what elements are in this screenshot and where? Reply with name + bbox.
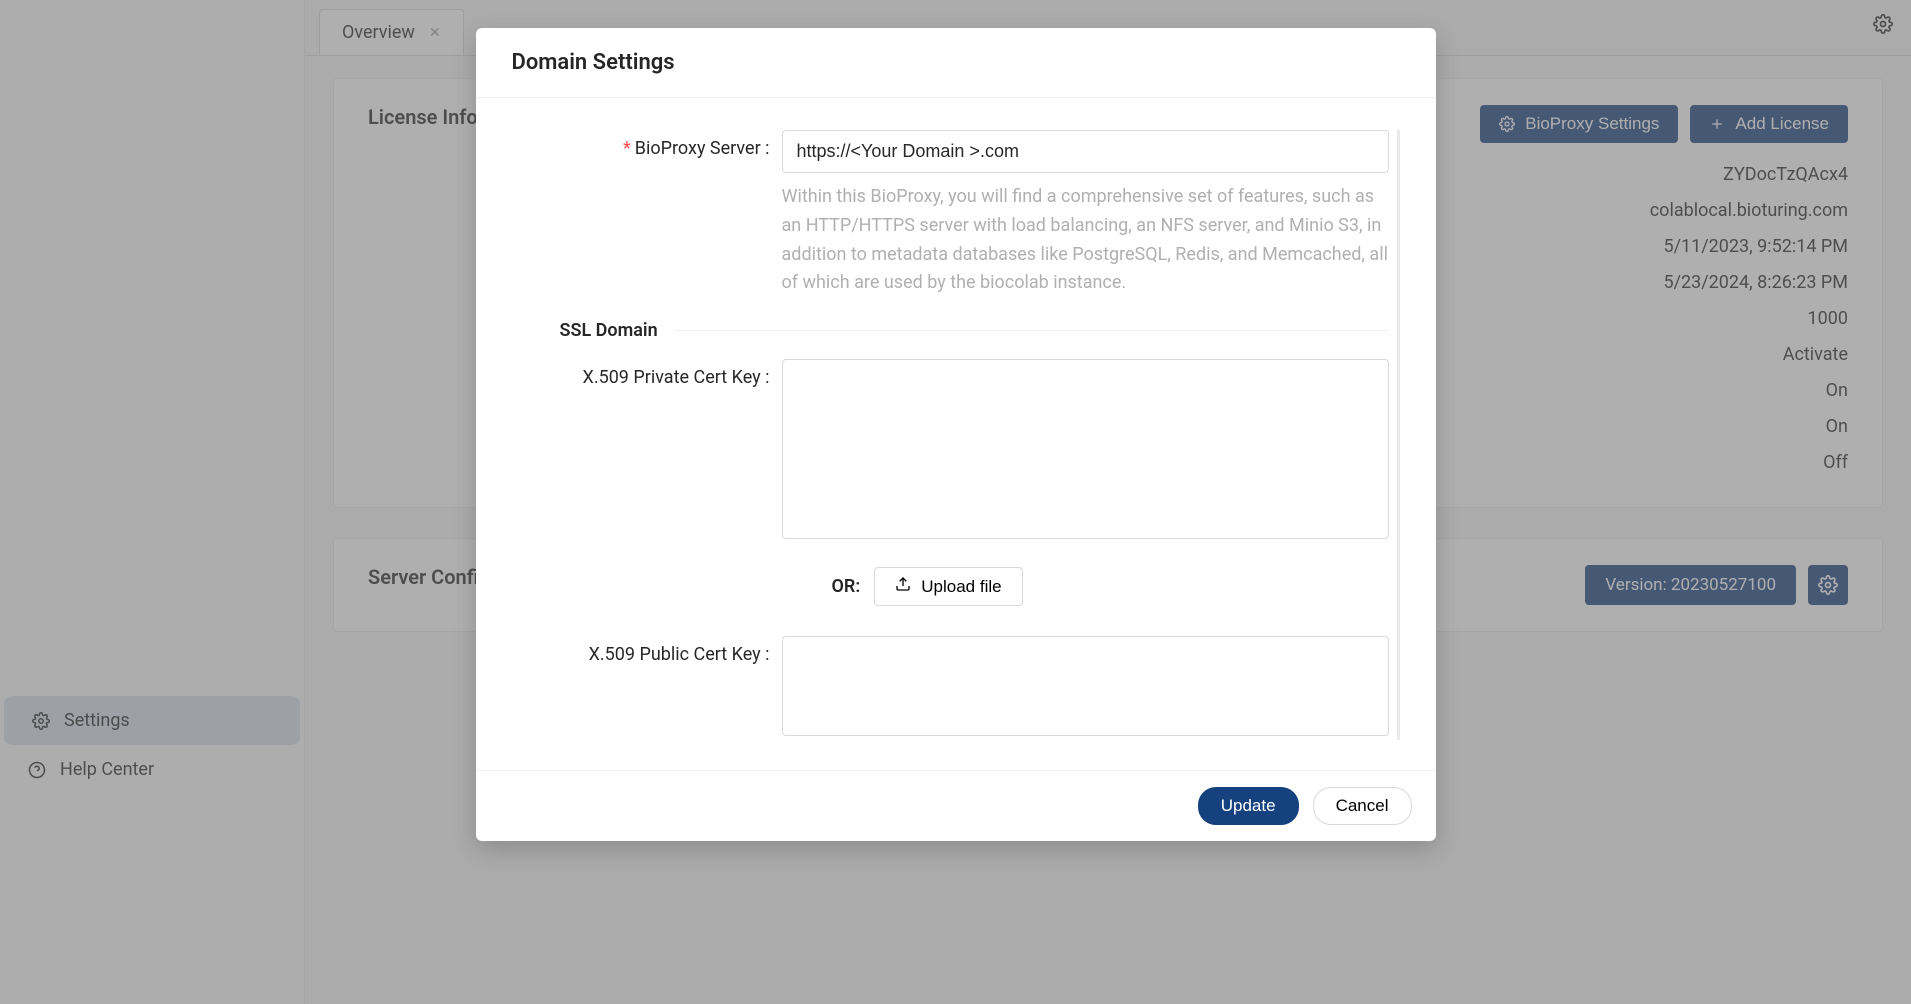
private-cert-row: X.509 Private Cert Key : OR: Upload file: [512, 359, 1389, 626]
label-colon: :: [761, 138, 770, 159]
label-text: X.509 Private Cert Key: [583, 367, 761, 388]
ssl-domain-label: SSL Domain: [560, 320, 674, 341]
or-label: OR:: [832, 576, 861, 597]
private-cert-or-row: OR: Upload file: [782, 567, 1389, 606]
label-colon: :: [761, 644, 770, 665]
modal-body: *BioProxy Server : Within this BioProxy,…: [476, 98, 1436, 770]
bioproxy-server-label: *BioProxy Server :: [512, 130, 782, 298]
button-label: Cancel: [1336, 796, 1389, 816]
private-cert-textarea[interactable]: [782, 359, 1389, 539]
public-cert-textarea[interactable]: [782, 636, 1389, 736]
modal-footer: Update Cancel: [476, 770, 1436, 841]
bioproxy-server-input[interactable]: [782, 130, 1389, 173]
label-text: X.509 Public Cert Key: [589, 644, 761, 665]
label-colon: :: [761, 367, 770, 388]
public-cert-label: X.509 Public Cert Key :: [512, 636, 782, 740]
upload-private-cert-button[interactable]: Upload file: [874, 567, 1022, 606]
cancel-button[interactable]: Cancel: [1313, 787, 1412, 825]
upload-icon: [895, 576, 911, 597]
modal-title: Domain Settings: [476, 28, 1436, 98]
label-text: BioProxy Server: [635, 138, 761, 159]
private-cert-label: X.509 Private Cert Key :: [512, 359, 782, 626]
public-cert-row: X.509 Public Cert Key :: [512, 636, 1389, 740]
divider-line: [674, 330, 1389, 331]
domain-settings-modal: Domain Settings *BioProxy Server : Withi…: [476, 28, 1436, 841]
button-label: Upload file: [921, 577, 1001, 597]
button-label: Update: [1221, 796, 1276, 816]
bioproxy-help-text: Within this BioProxy, you will find a co…: [782, 183, 1389, 298]
bioproxy-server-row: *BioProxy Server : Within this BioProxy,…: [512, 130, 1389, 298]
modal-overlay: Domain Settings *BioProxy Server : Withi…: [0, 0, 1911, 1004]
required-asterisk: *: [623, 138, 631, 159]
update-button[interactable]: Update: [1198, 787, 1299, 825]
ssl-domain-section: SSL Domain: [512, 320, 1389, 341]
